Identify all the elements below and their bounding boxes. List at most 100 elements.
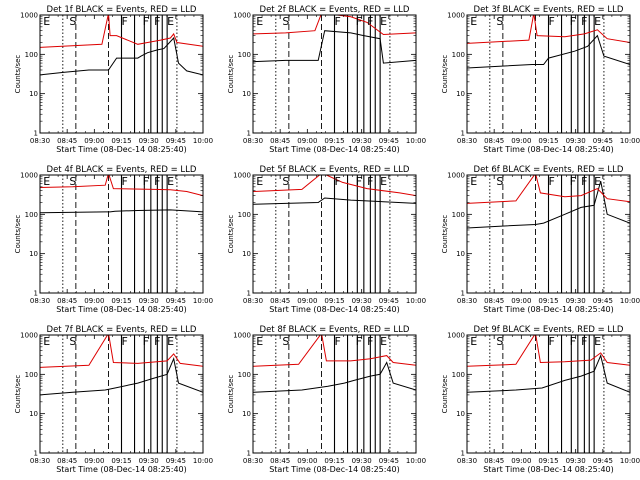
x-tick-label: 08:30 xyxy=(457,297,477,305)
y-tick-label: 100 xyxy=(25,51,38,59)
event-marker-label: S xyxy=(496,15,503,28)
event-marker-label: F xyxy=(356,175,362,188)
event-marker-label: F xyxy=(581,335,587,348)
y-tick-label: 100 xyxy=(238,211,251,219)
x-tick-label: 09:30 xyxy=(566,457,586,465)
event-marker-label: E xyxy=(256,335,263,348)
x-tick-label: 09:00 xyxy=(297,297,317,305)
y-tick-label: 100 xyxy=(452,371,465,379)
event-marker-label: F xyxy=(154,175,160,188)
y-tick-label: 1000 xyxy=(233,12,251,20)
y-axis-label: Counts/sec xyxy=(14,375,22,414)
x-tick-label: 10:00 xyxy=(620,137,640,145)
x-tick-label: 08:30 xyxy=(30,297,50,305)
y-tick-label: 1000 xyxy=(447,332,465,340)
event-marker-label: E xyxy=(470,335,477,348)
event-marker-label: F xyxy=(549,15,555,28)
event-marker-label: F xyxy=(122,15,128,28)
x-tick-label: 08:30 xyxy=(243,137,263,145)
event-marker-label: F xyxy=(549,175,555,188)
events-series-line xyxy=(40,36,203,76)
x-tick-label: 09:45 xyxy=(166,457,186,465)
event-marker-label: F xyxy=(570,15,576,28)
event-marker-label: S xyxy=(282,335,289,348)
x-tick-label: 09:45 xyxy=(593,297,613,305)
detector-panel: Det 3f BLACK = Events, RED = LLD 1 10 100 10… xyxy=(441,5,640,154)
event-marker-label: E xyxy=(594,15,601,28)
y-tick-label: 10 xyxy=(29,250,38,258)
event-marker-label: F xyxy=(367,335,373,348)
detector-panel: Det 9f BLACK = Events, RED = LLD 1 10 100 10… xyxy=(441,325,640,474)
detector-panel: Det 6f BLACK = Events, RED = LLD 1 10 100 10… xyxy=(441,165,640,314)
event-marker-label: F xyxy=(581,175,587,188)
y-tick-label: 100 xyxy=(25,211,38,219)
event-marker-label: F xyxy=(356,335,362,348)
event-marker-label: F xyxy=(367,15,373,28)
detector-panel: Det 1f BLACK = Events, RED = LLD 1 10 100 10… xyxy=(14,5,213,154)
event-marker-label: S xyxy=(282,175,289,188)
events-series-line xyxy=(467,34,630,69)
panel-title: Det 4f BLACK = Events, RED = LLD xyxy=(47,165,197,175)
x-tick-label: 09:30 xyxy=(352,457,372,465)
x-tick-label: 09:45 xyxy=(593,457,613,465)
y-tick-label: 1 xyxy=(247,290,251,298)
event-marker-label: S xyxy=(69,175,76,188)
x-tick-label: 08:45 xyxy=(270,457,290,465)
event-marker-label: F xyxy=(143,15,149,28)
events-series-line xyxy=(40,209,203,214)
event-marker-label: F xyxy=(549,335,555,348)
x-tick-label: 09:45 xyxy=(593,137,613,145)
event-marker-label: F xyxy=(335,175,341,188)
x-tick-label: 09:30 xyxy=(352,137,372,145)
detector-panel: Det 4f BLACK = Events, RED = LLD 1 10 100 10… xyxy=(14,165,213,314)
x-tick-label: 10:00 xyxy=(620,297,640,305)
lld-series-line xyxy=(467,335,630,367)
x-tick-label: 08:30 xyxy=(457,137,477,145)
panel-title: Det 2f BLACK = Events, RED = LLD xyxy=(260,5,410,15)
event-marker-label: E xyxy=(380,175,387,188)
lld-series-line xyxy=(253,335,416,367)
event-marker-label: F xyxy=(122,335,128,348)
y-tick-label: 10 xyxy=(29,410,38,418)
y-axis-label: Counts/sec xyxy=(441,215,449,254)
events-series-line xyxy=(253,197,416,205)
y-tick-label: 100 xyxy=(238,51,251,59)
panel-title: Det 5f BLACK = Events, RED = LLD xyxy=(260,165,410,175)
detector-panel: Det 5f BLACK = Events, RED = LLD 1 10 100 10… xyxy=(227,165,426,314)
x-tick-label: 09:30 xyxy=(352,297,372,305)
x-axis-label: Start Time (08-Dec-14 08:25:40) xyxy=(269,465,400,474)
x-tick-label: 09:15 xyxy=(111,137,131,145)
panel-title: Det 3f BLACK = Events, RED = LLD xyxy=(474,5,624,15)
x-tick-label: 09:15 xyxy=(538,137,558,145)
x-axis-label: Start Time (08-Dec-14 08:25:40) xyxy=(269,305,400,314)
events-series-line xyxy=(467,180,630,229)
x-tick-label: 08:45 xyxy=(484,457,504,465)
y-tick-label: 1 xyxy=(34,450,38,458)
y-tick-label: 10 xyxy=(242,250,251,258)
x-tick-label: 09:30 xyxy=(139,137,159,145)
lld-series-line xyxy=(40,335,203,368)
y-tick-label: 1000 xyxy=(233,172,251,180)
x-axis-label: Start Time (08-Dec-14 08:25:40) xyxy=(56,305,187,314)
x-tick-label: 09:00 xyxy=(84,297,104,305)
x-tick-label: 08:30 xyxy=(457,457,477,465)
event-marker-label: F xyxy=(143,335,149,348)
event-marker-label: E xyxy=(43,335,50,348)
x-tick-label: 09:45 xyxy=(379,137,399,145)
x-tick-label: 08:30 xyxy=(30,137,50,145)
event-marker-label: E xyxy=(470,15,477,28)
y-tick-label: 10 xyxy=(456,250,465,258)
y-tick-label: 1000 xyxy=(447,12,465,20)
event-marker-label: F xyxy=(143,175,149,188)
x-tick-label: 09:15 xyxy=(111,297,131,305)
y-tick-label: 1000 xyxy=(20,332,38,340)
event-marker-label: S xyxy=(496,175,503,188)
x-tick-label: 09:00 xyxy=(84,457,104,465)
event-marker-label: F xyxy=(154,15,160,28)
x-tick-label: 09:15 xyxy=(324,457,344,465)
event-marker-label: F xyxy=(154,335,160,348)
y-axis-label: Counts/sec xyxy=(14,215,22,254)
event-marker-label: E xyxy=(380,15,387,28)
lld-series-line xyxy=(40,15,203,48)
